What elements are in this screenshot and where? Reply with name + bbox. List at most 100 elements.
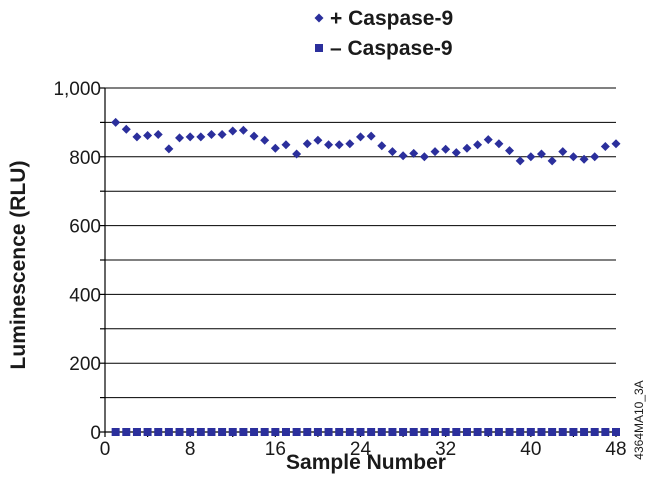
data-point: [420, 428, 429, 436]
data-point: [387, 147, 397, 157]
data-point: [441, 144, 451, 154]
data-point: [334, 140, 344, 150]
x-tick-labels: 0 8 16 24 32 40 48: [100, 439, 627, 460]
data-point: [399, 428, 408, 436]
data-point: [441, 428, 450, 436]
data-point: [271, 428, 280, 436]
data-point: [568, 152, 578, 162]
data-point: [516, 428, 525, 436]
data-point: [548, 428, 557, 436]
series-2: [111, 428, 620, 436]
x-tick-label: 24: [350, 439, 372, 460]
data-point: [409, 428, 418, 436]
x-tick-label: 32: [435, 439, 456, 460]
data-point: [451, 148, 461, 158]
data-point: [153, 129, 163, 139]
data-point: [547, 156, 557, 166]
data-point: [452, 428, 461, 436]
data-point: [324, 428, 333, 436]
data-point: [313, 428, 322, 436]
data-point: [228, 428, 237, 436]
data-point: [238, 125, 248, 135]
x-tick-label: 48: [605, 439, 626, 460]
grid-lines: [105, 87, 616, 399]
data-point: [484, 428, 493, 436]
data-point: [185, 132, 195, 142]
data-point: [579, 154, 589, 164]
data-point: [143, 130, 153, 140]
series-1: [111, 117, 621, 166]
data-point: [505, 146, 515, 156]
data-point: [250, 428, 259, 436]
data-point: [601, 428, 610, 436]
data-point: [196, 132, 206, 142]
data-point: [526, 152, 536, 162]
data-point: [335, 428, 344, 436]
data-point: [612, 428, 620, 436]
data-point: [292, 149, 302, 159]
data-point: [377, 141, 387, 151]
data-point: [270, 143, 280, 153]
data-point: [292, 428, 301, 436]
data-point: [558, 428, 567, 436]
data-point: [569, 428, 578, 436]
data-point: [505, 428, 514, 436]
data-points: [111, 117, 621, 436]
data-point: [196, 428, 205, 436]
y-tick-label: 800: [69, 148, 101, 169]
data-point: [590, 152, 600, 162]
data-point: [536, 149, 546, 159]
data-point: [206, 129, 216, 139]
data-point: [537, 428, 546, 436]
data-point: [558, 147, 568, 157]
data-point: [366, 131, 376, 141]
data-point: [409, 148, 419, 158]
data-point: [260, 135, 270, 145]
data-point: [281, 140, 291, 150]
data-point: [207, 428, 216, 436]
data-point: [473, 428, 482, 436]
data-point: [462, 428, 471, 436]
legend: + Caspase-9 – Caspase-9: [314, 7, 453, 60]
data-point: [367, 428, 376, 436]
data-point: [302, 139, 312, 149]
data-point: [377, 428, 386, 436]
data-point: [526, 428, 535, 436]
data-point: [580, 428, 589, 436]
data-point: [600, 141, 610, 151]
data-point: [356, 428, 365, 436]
y-tick-labels: 0 200 400 600 800 1,000: [53, 79, 101, 444]
data-point: [473, 140, 483, 150]
data-point: [494, 139, 504, 149]
data-point: [111, 428, 120, 436]
y-axis-label: Luminescence (RLU): [7, 161, 30, 370]
data-point: [430, 147, 440, 157]
data-point: [345, 428, 354, 436]
x-axis-label: Sample Number: [286, 451, 446, 474]
legend-marker-2: [315, 44, 323, 52]
data-point: [356, 132, 365, 142]
data-point: [260, 428, 269, 436]
data-point: [249, 131, 259, 141]
data-point: [217, 129, 227, 139]
data-point: [419, 152, 429, 162]
y-tick-label: 0: [90, 423, 101, 444]
data-point: [121, 124, 131, 134]
data-point: [431, 428, 440, 436]
legend-label-2: – Caspase-9: [330, 37, 453, 60]
data-point: [239, 428, 248, 436]
legend-label-1: + Caspase-9: [330, 7, 453, 30]
data-point: [154, 428, 163, 436]
x-tick-label: 16: [265, 439, 286, 460]
data-point: [388, 428, 397, 436]
data-point: [611, 139, 621, 149]
x-tick-label: 40: [520, 439, 541, 460]
data-point: [228, 126, 238, 136]
x-tick-label: 0: [100, 439, 111, 460]
data-point: [218, 428, 227, 436]
data-point: [313, 135, 323, 145]
data-point: [345, 139, 355, 149]
data-point: [175, 428, 184, 436]
data-point: [483, 135, 493, 145]
